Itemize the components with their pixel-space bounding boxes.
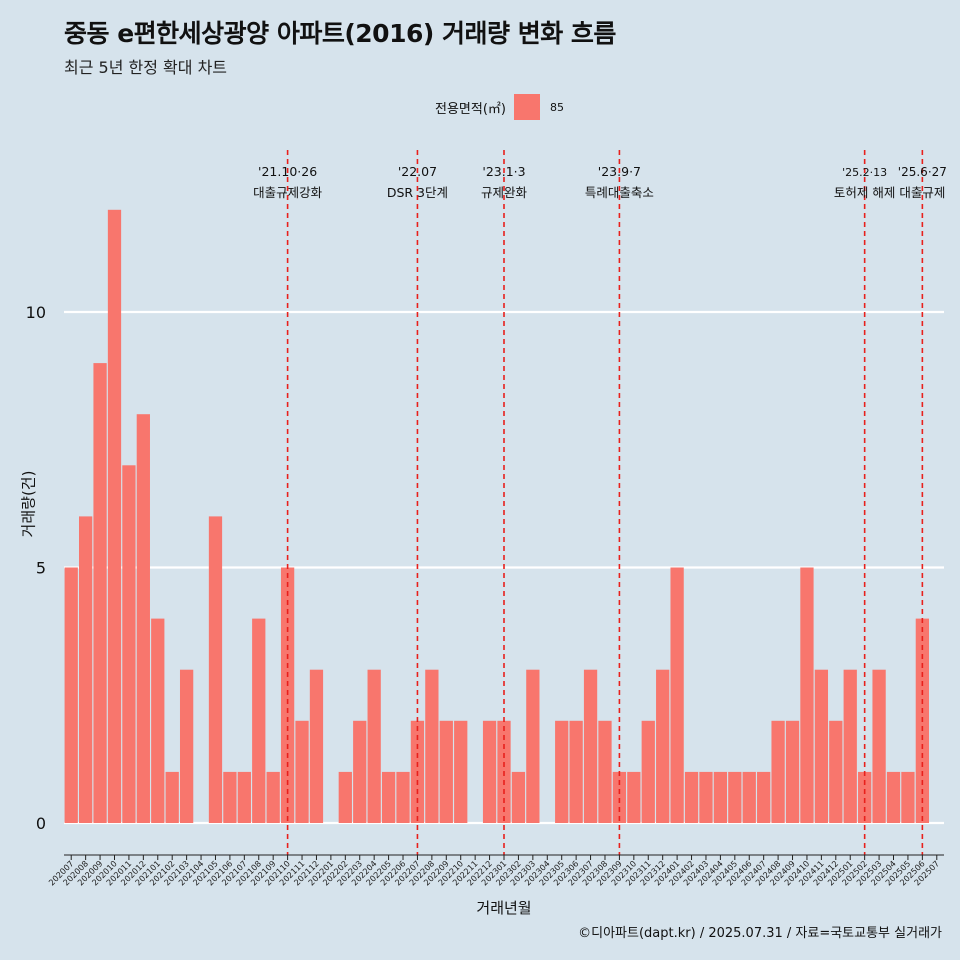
bar: [612, 771, 627, 823]
bar: [814, 669, 829, 823]
y-tick-label: 10: [26, 303, 46, 322]
legend-label: 85: [549, 100, 564, 114]
bar: [252, 618, 266, 823]
bar: [439, 720, 453, 823]
chart-title: 중동 e편한세상광양 아파트(2016) 거래량 변화 흐름: [64, 19, 616, 48]
bar: [684, 771, 699, 823]
event-description-label: 대출규제강화: [253, 185, 323, 200]
bar: [829, 720, 843, 823]
bar: [627, 771, 641, 823]
bar: [107, 209, 122, 824]
event-description-label: DSR 3단계: [387, 185, 448, 200]
bar: [526, 669, 540, 823]
event-markers: '21.10·26 대출규제강화 '22.07 DSR 3단계 '23.1·3 규제완화 '…: [253, 150, 947, 855]
legend-title: 전용면적(㎡): [435, 101, 506, 117]
bar: [237, 771, 251, 823]
event-date-label: '23.9·7: [598, 164, 641, 179]
bar: [670, 567, 684, 823]
bar: [179, 669, 194, 823]
event-date-label: '25.2·13: [842, 166, 887, 179]
bar: [598, 720, 612, 823]
bar: [511, 771, 526, 823]
x-axis-label: 거래년월: [476, 899, 532, 917]
bar: [64, 567, 78, 823]
bar: [569, 720, 583, 823]
bar: [555, 720, 569, 823]
bar: [713, 771, 728, 823]
bar: [295, 720, 309, 823]
bar: [843, 669, 857, 823]
bar: [641, 720, 655, 823]
event-date-label: '25.6·27: [898, 165, 947, 179]
bar: [886, 771, 901, 823]
axes: 0510202007202008202009202010202011202012…: [26, 303, 944, 888]
bar: [165, 771, 179, 823]
bar: [901, 771, 915, 823]
event-description-label: 토허제 해제: [834, 185, 895, 200]
y-tick-label: 5: [36, 559, 46, 578]
y-tick-label: 0: [36, 814, 46, 833]
bar: [93, 363, 107, 823]
bar: [353, 720, 367, 823]
bar: [742, 771, 756, 823]
bar: [785, 720, 800, 823]
chart-subtitle: 최근 5년 한정 확대 차트: [64, 58, 228, 77]
bar: [151, 618, 165, 823]
legend-color-key: [513, 94, 540, 120]
bar: [367, 669, 381, 823]
y-axis-label: 거래량(건): [19, 470, 38, 538]
event-date-label: '23.1·3: [482, 164, 525, 179]
bar: [800, 567, 814, 823]
bar: [223, 771, 237, 823]
bar: [583, 669, 598, 823]
bar: [728, 771, 742, 823]
bar: [338, 771, 352, 823]
bar: [381, 771, 396, 823]
bar: [136, 414, 150, 823]
event-description-label: 특례대출축소: [585, 185, 654, 200]
legend: 전용면적(㎡) 85: [435, 93, 564, 121]
event-date-label: '22.07: [398, 164, 437, 179]
bar: [425, 669, 439, 823]
bar: [656, 669, 670, 823]
bar: [771, 720, 785, 823]
bar: [280, 567, 295, 823]
bar: [699, 771, 713, 823]
event-date-label: '21.10·26: [258, 164, 317, 179]
bars: [64, 209, 929, 824]
bar: [858, 771, 872, 823]
bar: [454, 720, 468, 823]
bar: [79, 516, 93, 823]
bar: [309, 669, 324, 823]
bar: [757, 771, 771, 823]
bar: [396, 771, 410, 823]
bar: [482, 720, 497, 823]
event-description-label: 대출규제: [899, 185, 945, 200]
bar: [266, 771, 280, 823]
bar: [872, 669, 886, 823]
source-caption: ©디아파트(dapt.kr) / 2025.07.31 / 자료=국토교통부 실…: [578, 926, 942, 941]
bar: [208, 516, 223, 823]
bar: [122, 465, 136, 823]
event-description-label: 규제완화: [481, 185, 528, 200]
